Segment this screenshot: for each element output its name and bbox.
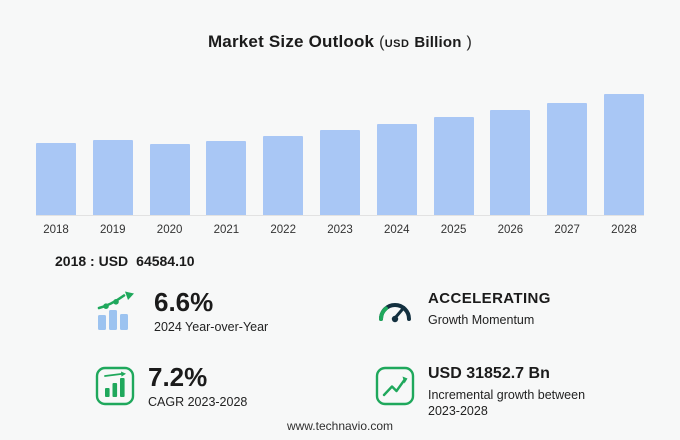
x-axis-label-2025: 2025 (440, 224, 467, 236)
title-unit: Billion (414, 34, 462, 51)
page-title: Market Size Outlook (USD Billion ) (0, 0, 680, 52)
x-axis-label-2022: 2022 (270, 224, 296, 236)
website-link: www.technavio.com (286, 419, 394, 433)
title-close-paren: ) (466, 34, 473, 51)
bar-2024 (376, 124, 417, 215)
stat-text: USD 31852.7 Bn Incremental growth betwee… (428, 364, 600, 420)
bar-chart-icon (95, 366, 135, 406)
bar-2027 (547, 103, 588, 215)
baseline-label: 2018 : USD (55, 253, 129, 269)
line-chart-icon (375, 366, 415, 406)
title-text: Market Size Outlook (207, 32, 375, 51)
x-axis-label-2024: 2024 (383, 224, 410, 236)
baseline-number: 64584.10 (136, 253, 195, 269)
stat-label: CAGR 2023-2028 (148, 394, 248, 409)
bar-2028 (603, 94, 644, 215)
stats-grid: 6.6% 2024 Year-over-Year ACCELERATING Gr… (95, 287, 680, 420)
stat-value: USD 31852.7 Bn (428, 364, 550, 382)
stat-value: 7.2% (148, 361, 208, 392)
bar-chart-bars (36, 88, 644, 216)
x-axis-label-2020: 2020 (156, 224, 183, 236)
stat-label: 2024 Year-over-Year (154, 320, 269, 335)
title-currency: USD (384, 38, 410, 50)
x-axis-label-2023: 2023 (327, 224, 353, 236)
stat-label: Incremental growth between 2023-2028 (428, 387, 586, 418)
bar-2022 (263, 136, 304, 215)
stat-text: 6.6% 2024 Year-over-Year (154, 287, 269, 336)
x-axis-label-2028: 2028 (611, 224, 637, 236)
bar-2025 (433, 117, 474, 215)
stat-growth-momentum: ACCELERATING Growth Momentum (375, 289, 680, 336)
bar-2019 (92, 140, 133, 215)
x-axis-label-2018: 2018 (43, 224, 69, 236)
growth-arrow-bars-icon (95, 291, 141, 331)
bar-chart-x-axis: 2018 2019 2020 2021 2022 2023 2024 2025 2026 2027… (36, 224, 644, 236)
x-axis-label-2019: 2019 (100, 224, 126, 236)
stat-value: 6.6% (154, 287, 214, 317)
bar-chart: 2018 2019 2020 2021 2022 2023 2024 2025 2026 2027… (36, 88, 644, 236)
stat-yoy-growth: 6.6% 2024 Year-over-Year (95, 287, 375, 336)
bar-2018 (36, 143, 76, 215)
stat-cagr: 7.2% CAGR 2023-2028 (95, 361, 375, 420)
gauge-icon (375, 291, 415, 325)
stat-text: 7.2% CAGR 2023-2028 (148, 361, 248, 411)
bar-2026 (490, 110, 531, 215)
bar-2021 (206, 141, 247, 215)
stat-incremental-growth: USD 31852.7 Bn Incremental growth betwee… (375, 364, 680, 420)
stat-label: Growth Momentum (428, 312, 535, 327)
x-axis-label-2027: 2027 (554, 224, 580, 236)
stat-text: ACCELERATING Growth Momentum (428, 289, 551, 328)
title-open-paren: ( (379, 34, 385, 51)
stat-value: ACCELERATING (428, 290, 551, 307)
baseline-value: 2018 : USD 64584.10 (55, 253, 680, 269)
x-axis-label-2021: 2021 (213, 224, 240, 236)
bar-2023 (319, 130, 360, 215)
x-axis-label-2026: 2026 (497, 224, 524, 236)
bar-2020 (149, 144, 190, 215)
